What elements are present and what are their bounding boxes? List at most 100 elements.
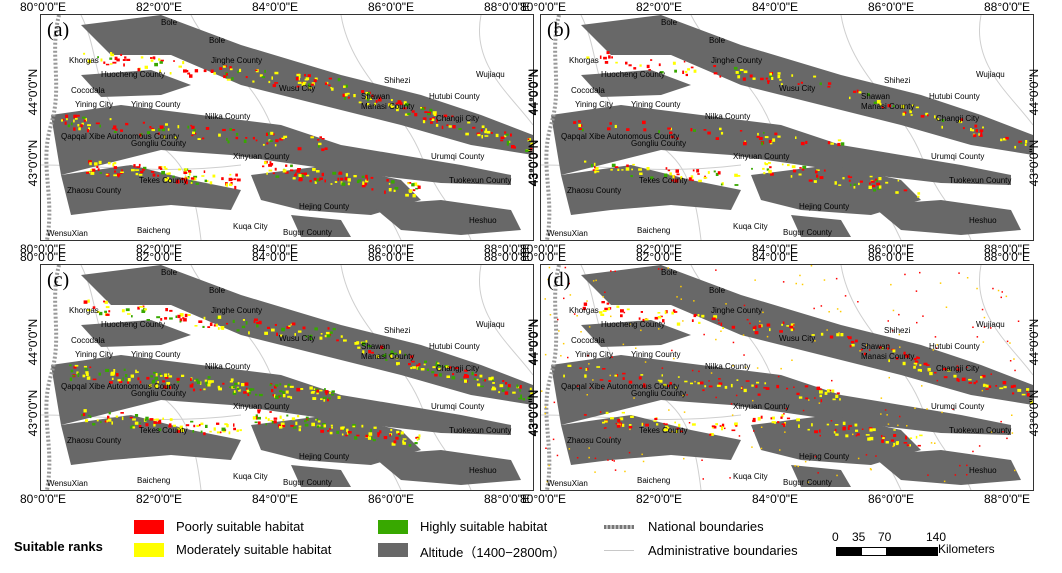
habitat-cell [902,361,906,366]
habitat-cell [242,319,245,321]
habitat-cell [813,180,817,183]
habitat-cell [144,65,148,69]
habitat-cell [731,414,734,416]
habitat-cell [911,104,914,107]
place-name: Kuqa City [233,472,268,481]
habitat-cell [185,424,190,427]
habitat-cell [676,137,679,140]
habitat-cell [583,414,587,416]
habitat-cell [968,378,972,381]
habitat-cell [983,326,986,328]
habitat-cell [330,424,333,427]
habitat-cell [603,427,606,429]
habitat-cell [99,311,103,316]
altitude-zone [751,415,921,465]
habitat-cell [311,422,315,427]
habitat-cell [326,334,331,338]
place-name: Khorgas [69,56,99,65]
habitat-cell [757,393,761,396]
habitat-cell [847,427,850,430]
x-tick-top: 80°0'0"E [520,0,567,14]
habitat-cell [798,173,802,176]
habitat-cell [866,93,870,97]
habitat-cell [441,125,444,129]
habitat-cell [791,165,796,169]
habitat-cell [734,423,738,425]
habitat-cell [594,170,597,174]
habitat-cell [465,375,469,379]
habitat-cell [586,367,589,371]
habitat-cell [226,137,228,141]
altitude-zone [791,465,851,487]
habitat-cell [436,119,438,123]
habitat-cell [408,363,411,366]
habitat-cell [668,409,670,411]
national-boundary-label: National boundaries [648,519,764,534]
habitat-cell [669,382,672,385]
place-name: Xinyuan County [733,402,790,411]
habitat-cell [365,340,368,343]
habitat-cell [112,127,116,130]
altitude-swatch [378,543,408,557]
habitat-cell [793,386,795,388]
place-name: Manasi County [361,102,415,111]
habitat-cell [181,428,184,432]
habitat-cell [842,421,846,425]
habitat-cell [772,138,776,142]
habitat-cell [888,376,890,379]
habitat-cell [795,282,797,285]
habitat-cell [985,388,989,390]
habitat-cell [881,439,884,443]
habitat-cell [168,375,173,378]
place-name: Wujiaqu [476,70,505,79]
place-name: Yining County [631,350,681,359]
habitat-cell [243,139,247,143]
habitat-cell [620,314,623,318]
place-name: Hutubi County [929,342,980,351]
habitat-cell [187,314,191,316]
habitat-cell [491,388,495,391]
habitat-cell [927,114,929,117]
habitat-cell [131,315,133,318]
x-tick-bottom: 80°0'0"E [520,242,567,256]
habitat-cell [895,441,899,446]
habitat-cell [611,356,613,358]
habitat-cell [229,128,233,131]
habitat-cell [82,374,86,378]
habitat-cell [137,377,140,381]
habitat-cell [609,374,611,377]
habitat-cell [247,392,250,397]
x-tick-top: 86°0'0"E [368,250,415,264]
habitat-cell [856,89,859,93]
habitat-cell [176,377,180,381]
habitat-cell [505,133,509,136]
habitat-cell [897,424,899,427]
habitat-cell [316,389,319,393]
habitat-cell [544,412,546,415]
habitat-cell [852,433,854,436]
habitat-cell [309,334,313,337]
place-name: Nilka County [205,362,251,371]
habitat-cell [278,394,282,397]
habitat-cell [569,294,572,296]
habitat-cell [563,297,565,300]
habitat-cell [829,335,834,339]
habitat-cell [557,318,559,321]
place-name: Tekes County [639,176,688,185]
habitat-cell [881,435,883,438]
habitat-cell [953,374,957,378]
habitat-cell [823,279,826,281]
altitude-zone [291,215,351,237]
habitat-cell [703,333,705,336]
place-name: Wujiaqu [976,320,1005,329]
habitat-cell [279,383,282,386]
habitat-cell [157,422,162,424]
habitat-cell [677,376,680,378]
habitat-cell [983,316,986,319]
habitat-cell [718,322,720,324]
habitat-cell [73,127,76,131]
habitat-cell [930,442,933,444]
habitat-cell [99,172,102,174]
habitat-cell [868,349,871,351]
x-tick-top: 80°0'0"E [20,0,67,14]
